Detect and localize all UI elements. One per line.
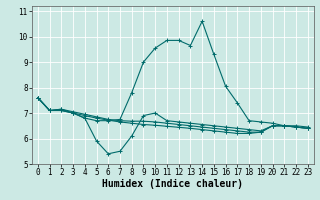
X-axis label: Humidex (Indice chaleur): Humidex (Indice chaleur) <box>102 179 243 189</box>
